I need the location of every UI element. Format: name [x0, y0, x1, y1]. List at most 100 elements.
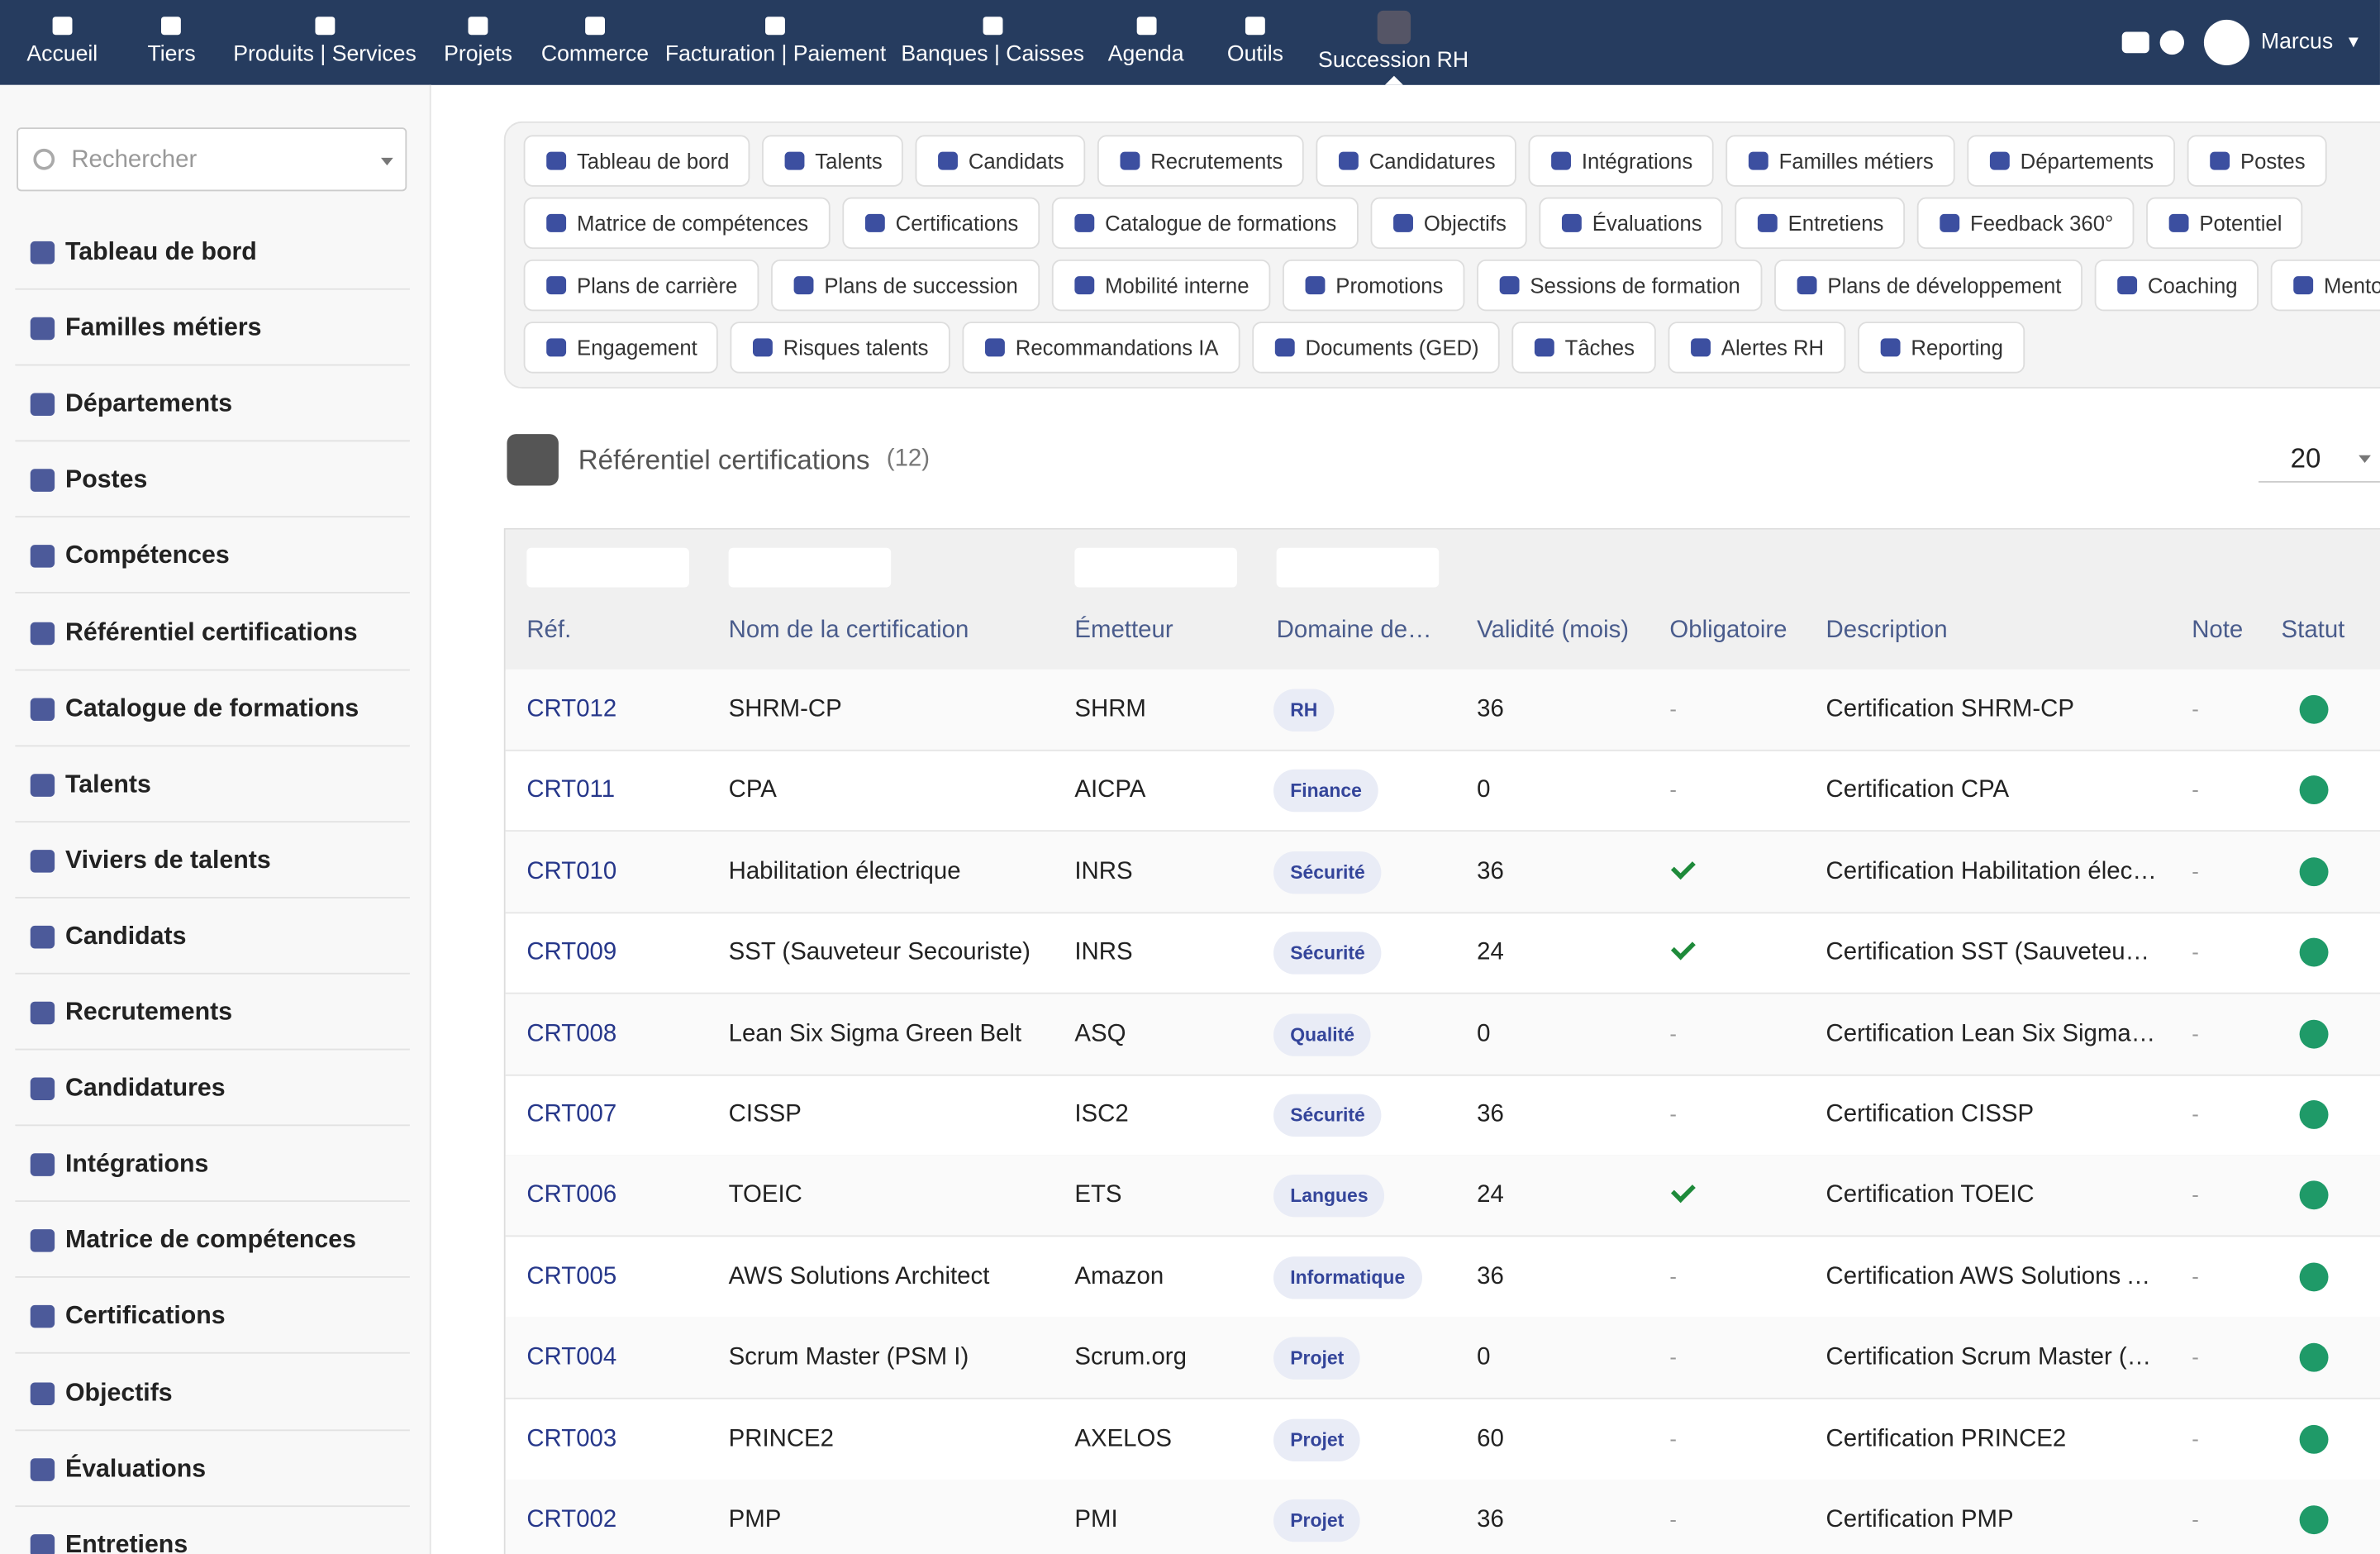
tab-chip[interactable]: Tableau de bord	[523, 135, 751, 187]
sidebar-link[interactable]: Matrice de compétences	[15, 1204, 410, 1279]
tab-chip[interactable]: Coaching	[2094, 259, 2259, 312]
table-row[interactable]: CRT009 SST (Sauveteur Secouriste) INRS Sécu…	[505, 913, 2380, 994]
page-size[interactable]: 20	[2259, 434, 2380, 483]
column-header[interactable]: Domaine de…	[1276, 617, 1432, 644]
ref-link[interactable]: CRT010	[526, 858, 617, 884]
tab-chip[interactable]: Talents	[762, 135, 904, 187]
ref-link[interactable]: CRT008	[526, 1020, 617, 1047]
column-header[interactable]: Obligatoire	[1669, 617, 1787, 644]
sidebar-link[interactable]: Candidats	[15, 899, 410, 975]
column-header[interactable]: Validité (mois)	[1477, 617, 1630, 644]
tab-chip[interactable]: Sessions de formation	[1477, 259, 1762, 312]
sidebar-link[interactable]: Départements	[15, 368, 410, 442]
tab-chip[interactable]: Mobilité interne	[1051, 259, 1271, 312]
table-row[interactable]: CRT006 TOEIC ETS Langues 24 Certification TOE…	[505, 1155, 2380, 1237]
table-row[interactable]: CRT003 PRINCE2 AXELOS Projet 60 - Certificatio…	[505, 1399, 2380, 1481]
tab-chip[interactable]: Engagement	[523, 322, 719, 374]
sidebar-link[interactable]: Compétences	[15, 520, 410, 594]
nav-item[interactable]: Projets	[444, 0, 512, 85]
search-box[interactable]: Rechercher	[17, 127, 407, 192]
nav-item[interactable]: Accueil	[26, 0, 98, 85]
table-row[interactable]: CRT002 PMP PMI Projet 36 - Certification PMP -	[505, 1480, 2380, 1554]
tab-chip[interactable]: Feedback 360°	[1916, 197, 2135, 250]
tab-chip[interactable]: Plans de succession	[771, 259, 1040, 312]
ref-link[interactable]: CRT002	[526, 1507, 617, 1533]
sidebar-link[interactable]: Recrutements	[15, 975, 410, 1051]
tab-chip[interactable]: Reporting	[1858, 322, 2025, 374]
tab-chip[interactable]: Départements	[1967, 135, 2175, 187]
column-filter[interactable]	[1276, 547, 1440, 588]
ref-link[interactable]: CRT003	[526, 1426, 617, 1452]
tab-chip[interactable]: Catalogue de formations	[1051, 197, 1359, 250]
sidebar-link[interactable]: Candidatures	[15, 1051, 410, 1127]
table-row[interactable]: CRT008 Lean Six Sigma Green Belt ASQ Qualit…	[505, 993, 2380, 1075]
sidebar-link[interactable]: Objectifs	[15, 1356, 410, 1431]
nav-item[interactable]: Agenda	[1108, 0, 1184, 85]
tab-chip[interactable]: Documents (GED)	[1252, 322, 1501, 374]
table-row[interactable]: CRT005 AWS Solutions Architect Amazon Infor…	[505, 1237, 2380, 1319]
sidebar-link[interactable]: Référentiel certifications	[15, 596, 410, 670]
sidebar-link[interactable]: Certifications	[15, 1280, 410, 1355]
nav-item[interactable]: Outils	[1227, 0, 1283, 85]
column-filter[interactable]	[728, 547, 892, 588]
sidebar-link[interactable]: Familles métiers	[15, 292, 410, 366]
table-row[interactable]: CRT012 SHRM-CP SHRM RH 36 - Certification SHRM…	[505, 669, 2380, 751]
nav-item[interactable]: Commerce	[541, 0, 649, 85]
nav-item[interactable]: Banques | Caisses	[901, 0, 1084, 85]
tab-chip[interactable]: Matrice de compétences	[523, 197, 830, 250]
tab-chip[interactable]: Risques talents	[730, 322, 950, 374]
sidebar-link[interactable]: Entretiens	[15, 1508, 410, 1554]
tab-chip[interactable]: Alertes RH	[1668, 322, 1845, 374]
sidebar-link[interactable]: Viviers de talents	[15, 824, 410, 899]
sidebar-link[interactable]: Intégrations	[15, 1127, 410, 1203]
table-row[interactable]: CRT007 CISSP ISC2 Sécurité 36 - Certification …	[505, 1075, 2380, 1156]
table-row[interactable]: CRT010 Habilitation électrique INRS Sécurit…	[505, 831, 2380, 913]
column-header[interactable]: Description	[1825, 617, 1948, 644]
sidebar-link[interactable]: Catalogue de formations	[15, 672, 410, 746]
tab-chip[interactable]: Recommandations IA	[962, 322, 1240, 374]
column-header[interactable]: Nom de la certification	[728, 617, 969, 644]
tab-chip[interactable]: Plans de carrière	[523, 259, 759, 312]
tab-chip[interactable]: Candidats	[915, 135, 1086, 187]
tab-chip[interactable]: Promotions	[1283, 259, 1465, 312]
toolbar-icons[interactable]	[2118, 27, 2187, 58]
column-header[interactable]: Note	[2192, 617, 2244, 644]
tab-chip[interactable]: Entretiens	[1735, 197, 1906, 250]
column-filter[interactable]	[1074, 547, 1237, 588]
ref-link[interactable]: CRT011	[526, 777, 616, 803]
tab-chip[interactable]: Postes	[2187, 135, 2327, 187]
column-header[interactable]: Émetteur	[1074, 617, 1173, 644]
nav-item[interactable]: Succession RH	[1318, 0, 1468, 85]
column-header[interactable]: Réf.	[526, 617, 572, 644]
sidebar-link[interactable]: Postes	[15, 444, 410, 518]
sidebar-link[interactable]: Évaluations	[15, 1432, 410, 1507]
sidebar-link[interactable]: Talents	[15, 748, 410, 822]
ref-link[interactable]: CRT006	[526, 1182, 617, 1209]
table-row[interactable]: CRT011 CPA AICPA Finance 0 - Certification CPA…	[505, 751, 2380, 832]
ref-link[interactable]: CRT012	[526, 696, 617, 722]
tab-chip[interactable]: Potentiel	[2146, 197, 2304, 250]
status-dot	[2299, 1424, 2329, 1454]
tab-chip[interactable]: Évaluations	[1539, 197, 1724, 250]
nav-item[interactable]: Facturation | Paiement	[665, 0, 886, 85]
ref-link[interactable]: CRT009	[526, 939, 617, 965]
column-header[interactable]: Statut	[2281, 617, 2345, 644]
table-row[interactable]: CRT004 Scrum Master (PSM I) Scrum.org Proje…	[505, 1317, 2380, 1400]
nav-item[interactable]: Tiers	[147, 0, 196, 85]
sidebar-link[interactable]: Tableau de bord	[15, 216, 410, 290]
ref-link[interactable]: CRT004	[526, 1344, 617, 1371]
tab-chip[interactable]: Recrutements	[1097, 135, 1305, 187]
column-filter[interactable]	[526, 547, 689, 588]
nav-item[interactable]: Produits | Services	[233, 0, 416, 85]
ref-link[interactable]: CRT005	[526, 1263, 617, 1290]
tab-chip[interactable]: Certifications	[842, 197, 1040, 250]
ref-link[interactable]: CRT007	[526, 1101, 617, 1128]
tab-chip[interactable]: Candidatures	[1316, 135, 1517, 187]
user-menu[interactable]: Marcus ▼	[2118, 18, 2380, 67]
tab-chip[interactable]: Familles métiers	[1726, 135, 1955, 187]
tab-chip[interactable]: Tâches	[1511, 322, 1656, 374]
tab-chip[interactable]: Intégrations	[1528, 135, 1714, 187]
tab-chip[interactable]: Mentorat	[2270, 259, 2380, 312]
tab-chip[interactable]: Objectifs	[1370, 197, 1528, 250]
tab-chip[interactable]: Plans de développement	[1774, 259, 2083, 312]
